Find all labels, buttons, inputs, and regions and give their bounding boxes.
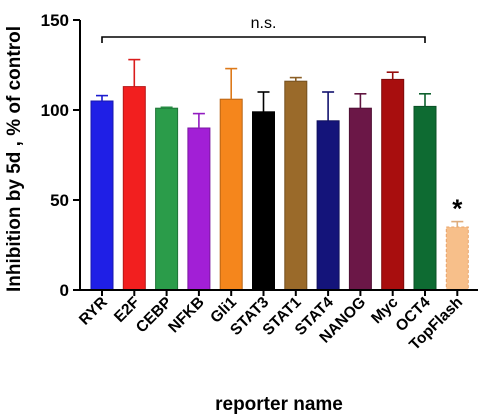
axes-group bbox=[73, 19, 478, 296]
category-label: NFKB bbox=[165, 294, 207, 336]
significance-bracket: n.s. bbox=[101, 15, 426, 43]
bar-nanog bbox=[348, 107, 372, 291]
y-axis-title: Inhibition by 5d , % of control bbox=[4, 26, 25, 292]
category-label: RYR bbox=[76, 294, 111, 329]
error-bars-group bbox=[96, 58, 464, 227]
bar-gli1 bbox=[219, 98, 243, 291]
y-tick-label: 150 bbox=[41, 11, 69, 30]
bar-stat3 bbox=[252, 111, 275, 291]
category-label: CEBP bbox=[133, 294, 175, 336]
bar-stat1 bbox=[284, 80, 308, 291]
x-axis-title: reporter name bbox=[215, 394, 343, 415]
ns-bracket-line bbox=[101, 36, 426, 43]
bar-stat4 bbox=[316, 120, 340, 291]
bar-ryr bbox=[90, 100, 114, 291]
bar-oct4 bbox=[413, 105, 437, 291]
bar-e2f bbox=[122, 86, 146, 291]
significance-star: * bbox=[452, 194, 463, 224]
bars-group bbox=[90, 78, 469, 291]
ns-label: n.s. bbox=[251, 15, 277, 32]
bar-topflash bbox=[445, 226, 469, 291]
bar-cebp bbox=[155, 107, 179, 291]
y-tick-label: 0 bbox=[60, 281, 69, 300]
y-tick-label: 50 bbox=[50, 191, 69, 210]
y-tick-label: 100 bbox=[41, 101, 69, 120]
bar-nfkb bbox=[187, 127, 211, 291]
bar-myc bbox=[381, 78, 405, 291]
